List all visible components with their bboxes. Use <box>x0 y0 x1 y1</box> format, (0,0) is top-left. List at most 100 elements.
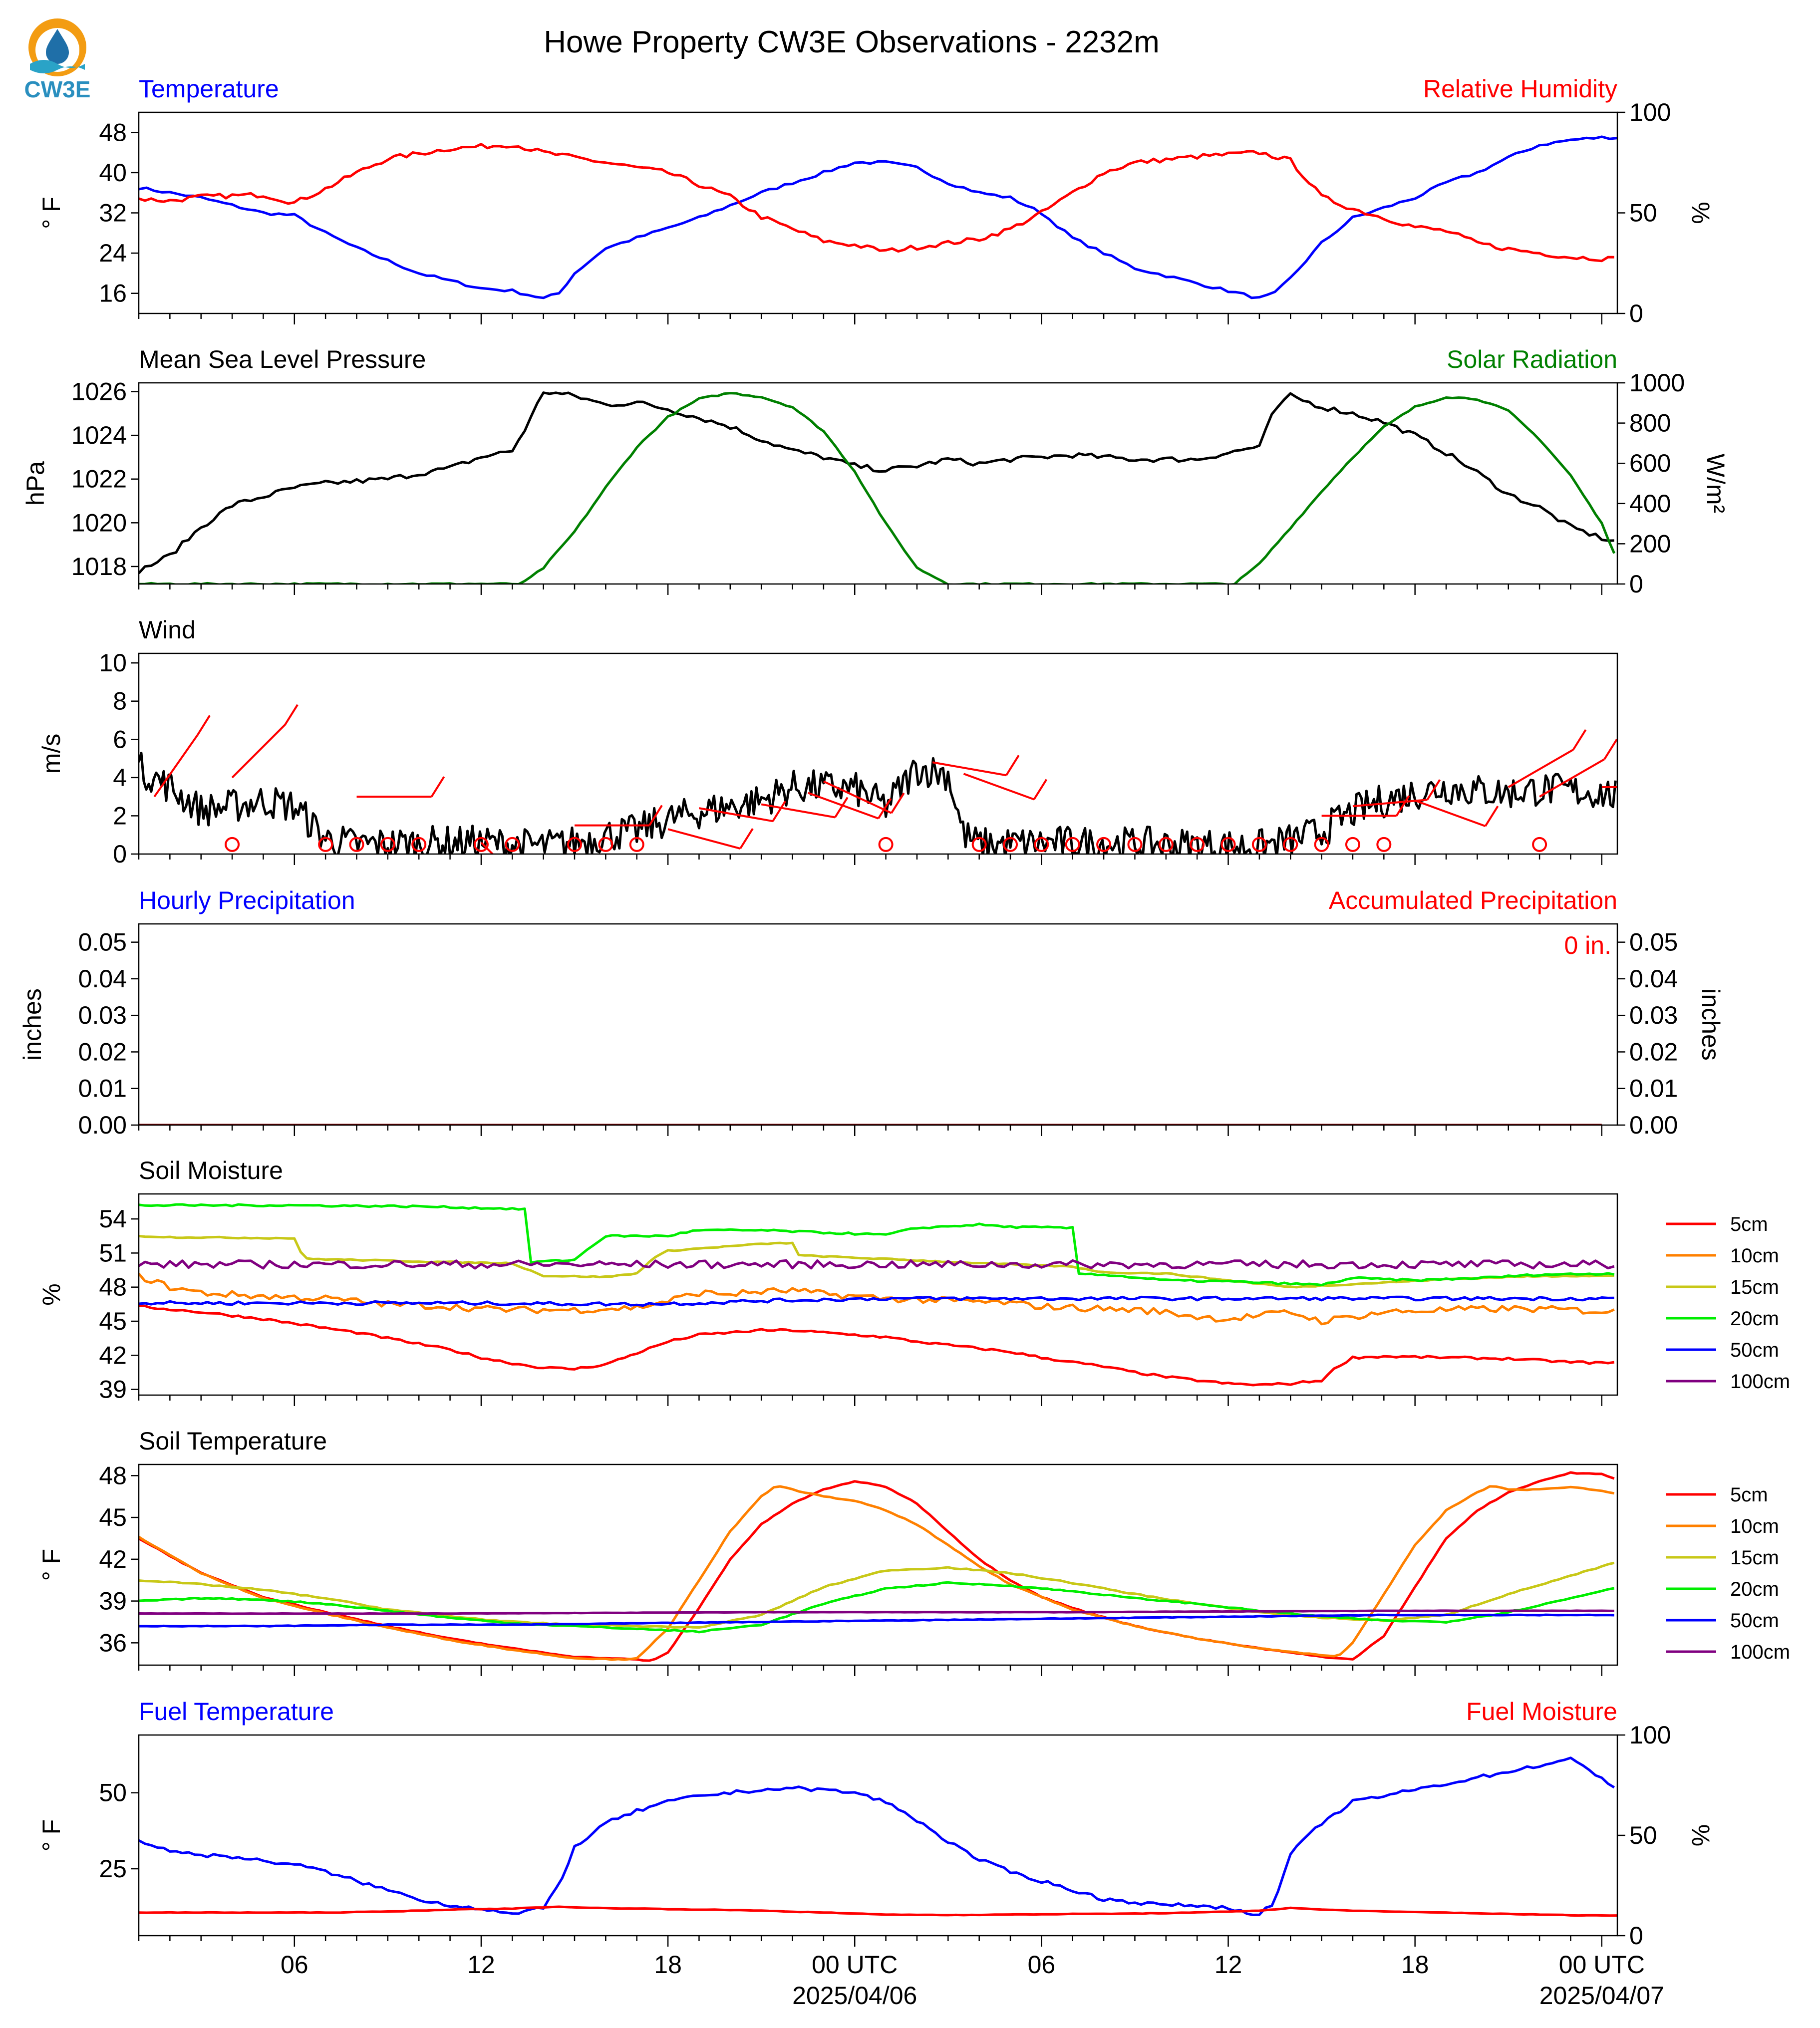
wind-barb-shaft <box>699 807 773 823</box>
wind-barb-flag <box>430 776 445 798</box>
legend-label: 20cm <box>1730 1578 1779 1600</box>
wind-barb-flag <box>196 715 211 736</box>
calm-wind-circle <box>1003 837 1018 852</box>
wind-barb-flag <box>1395 795 1410 817</box>
wind-barb <box>153 715 211 798</box>
wind-barb-flag <box>1572 729 1587 751</box>
legend-label: 50cm <box>1730 1610 1779 1632</box>
series-line-15cm <box>139 1234 1614 1289</box>
series-line-right-1 <box>139 1905 1617 1917</box>
wind-barb <box>356 776 445 798</box>
x-tick-label: 18 <box>1401 1951 1429 1979</box>
legend-item: 100cm <box>1666 1371 1790 1393</box>
plot-area <box>139 704 1617 854</box>
plot-area <box>139 391 1616 584</box>
y-axis-label: ° F <box>37 197 65 229</box>
calm-wind-circle <box>225 837 240 852</box>
legend-item: 50cm <box>1666 1339 1779 1361</box>
wind-barb-shaft <box>932 761 1007 777</box>
y2-tick-label: 200 <box>1629 530 1671 558</box>
wind-barb <box>667 828 754 850</box>
x-tick-label: 00 UTC <box>1559 1951 1645 1979</box>
series-line-left-0 <box>139 1756 1615 1916</box>
y-tick-label: 0 <box>113 840 127 868</box>
wind-barb-shaft <box>808 792 879 820</box>
y2-axis-label: inches <box>1697 988 1725 1061</box>
panel-7: Fuel Temperature Fuel Moisture 25 50 0 50 100 °… <box>37 1698 1715 1950</box>
panel-frame <box>138 382 1618 585</box>
wind-barb <box>823 780 905 814</box>
logo-text: CW3E <box>24 76 91 102</box>
wind-barb <box>1414 799 1499 827</box>
y-axis-label: ° F <box>37 1549 65 1581</box>
logo-wave <box>30 60 85 73</box>
wind-barb <box>808 792 892 820</box>
panel-title-right: Fuel Moisture <box>1466 1698 1617 1726</box>
calm-wind-circle <box>505 837 520 852</box>
time-axis-labels: 06 12 18 00 UTC 2025/04/06 06 12 18 00 UTC 2025/0… <box>281 1951 1664 2010</box>
legend-item: 20cm <box>1666 1578 1779 1600</box>
calm-wind-circle <box>1034 837 1049 852</box>
wind-barb-shaft <box>823 780 892 814</box>
calm-wind-circle <box>1065 837 1080 852</box>
wind-barb-flag <box>739 828 754 850</box>
series-line-10cm <box>139 1272 1615 1326</box>
series-line-20cm <box>139 1581 1615 1634</box>
wind-barb-shaft <box>1508 749 1574 788</box>
wind-barb-flag <box>877 798 892 819</box>
x-date-label: 2025/04/07 <box>1539 1982 1664 2010</box>
y-tick-label: 1020 <box>71 509 127 537</box>
calm-wind-circle <box>1190 837 1205 852</box>
legend-label: 5cm <box>1730 1484 1768 1506</box>
y2-tick-label: 0 <box>1629 570 1643 598</box>
legend-item: 10cm <box>1666 1515 1779 1537</box>
y-tick-label: 0.01 <box>78 1075 127 1103</box>
legend-label: 10cm <box>1730 1245 1779 1267</box>
y-tick-label: 42 <box>99 1545 127 1573</box>
y2-tick-label: 800 <box>1629 409 1671 437</box>
y-tick-label: 4 <box>113 764 127 792</box>
calm-wind-circle <box>1158 837 1174 852</box>
y-tick-label: 24 <box>99 239 127 267</box>
calm-wind-circle <box>1532 837 1547 852</box>
series-line-100cm <box>139 1259 1615 1270</box>
wind-barb <box>699 801 786 823</box>
y-tick-label: 39 <box>99 1587 127 1615</box>
y-tick-label: 8 <box>113 687 127 715</box>
calm-wind-circle <box>598 837 613 852</box>
series-line-50cm <box>139 1613 1614 1628</box>
calm-wind-circle <box>1283 837 1298 852</box>
panel-2: Mean Sea Level Pressure Solar Radiation 10… <box>21 345 1730 598</box>
panel-title-left: Soil Moisture <box>139 1157 283 1184</box>
legend-label: 10cm <box>1730 1515 1779 1537</box>
y2-tick-label: 0.03 <box>1629 1001 1678 1029</box>
calm-wind-circle <box>629 837 644 852</box>
wind-barb <box>932 755 1020 777</box>
panel-title-left: Wind <box>139 616 196 644</box>
wind-barb-shaft <box>480 842 494 854</box>
wind-barb-shaft <box>1539 758 1605 798</box>
calm-wind-circle <box>1314 837 1329 852</box>
panel-frame <box>138 1463 1618 1666</box>
y-tick-label: 1018 <box>71 553 127 580</box>
y2-tick-label: 50 <box>1629 1821 1657 1849</box>
wind-barb <box>480 842 494 854</box>
y-axis-label: hPa <box>21 461 49 506</box>
precip-total-label: 0 in. <box>1564 931 1611 959</box>
wind-barb-shaft <box>1414 799 1486 827</box>
cw3e-logo: CW3E <box>24 18 91 102</box>
y2-tick-label: 0.04 <box>1629 965 1678 993</box>
y-tick-label: 36 <box>99 1629 127 1657</box>
legend-item: 15cm <box>1666 1547 1779 1569</box>
calm-wind-circle <box>1127 837 1143 852</box>
wind-barb-shaft <box>963 773 1035 801</box>
y2-axis-label: % <box>1687 1824 1715 1846</box>
calm-wind-circle <box>878 837 894 852</box>
y-axis-label: ° F <box>37 1819 65 1851</box>
x-tick-label: 06 <box>1028 1951 1056 1979</box>
y-axis-label: inches <box>18 988 46 1061</box>
y-axis-label: % <box>37 1283 65 1305</box>
y2-tick-label: 0 <box>1629 1922 1643 1950</box>
panel-3: Wind 0 2 4 6 8 10 m/s <box>37 616 1618 868</box>
y-tick-label: 2 <box>113 802 127 830</box>
